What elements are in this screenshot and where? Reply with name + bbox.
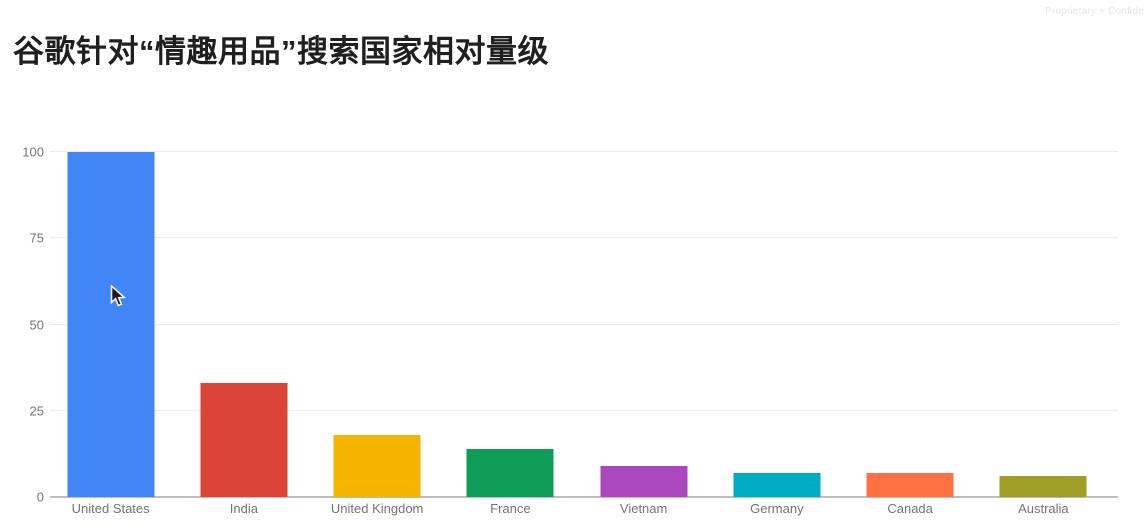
bar-slot [710,152,843,497]
bar-india [200,383,288,497]
bar-canada [866,472,954,497]
bar-slot [177,152,310,497]
y-tick-label: 25 [29,403,44,419]
bar-united-states [67,152,155,497]
y-tick-label: 0 [36,489,44,505]
y-tick-label: 100 [22,144,44,160]
x-axis-label: France [490,501,531,516]
x-axis-label: Canada [887,501,933,516]
bar-slot [977,152,1110,497]
x-axis-label: United States [71,501,150,516]
y-tick-label: 75 [29,230,44,246]
bar-united-kingdom [333,434,421,497]
bar-france [466,448,554,497]
y-axis-labels: 0 25 50 75 100 [0,146,44,504]
gridline [50,323,1118,325]
x-axis-baseline [50,496,1118,498]
bar-germany [733,472,821,497]
bar-chart-plot-area [44,151,1118,498]
gridline [50,409,1118,411]
x-axis-label: India [229,501,258,516]
bar-australia [999,476,1087,497]
proprietary-watermark: Proprietary + Confide [1045,6,1144,17]
bar-slot [577,152,710,497]
x-axis-labels: United States India United Kingdom France Vi… [44,501,1110,517]
bar-slot [44,152,177,497]
y-tick-label: 50 [29,317,44,332]
x-axis-label: Germany [750,501,804,516]
bar-slot [444,152,577,497]
x-axis-label: United Kingdom [330,501,424,516]
bar-slot [311,152,444,497]
gridline [50,151,1118,152]
bar-slots [44,152,1110,497]
bar-slot [844,152,977,497]
x-axis-label: Vietnam [619,501,668,516]
chart-title: 谷歌针对“情趣用品”搜索国家相对量级 [13,34,549,69]
bar-vietnam [600,465,688,497]
gridline [50,237,1118,239]
x-axis-label: Australia [1018,501,1069,516]
